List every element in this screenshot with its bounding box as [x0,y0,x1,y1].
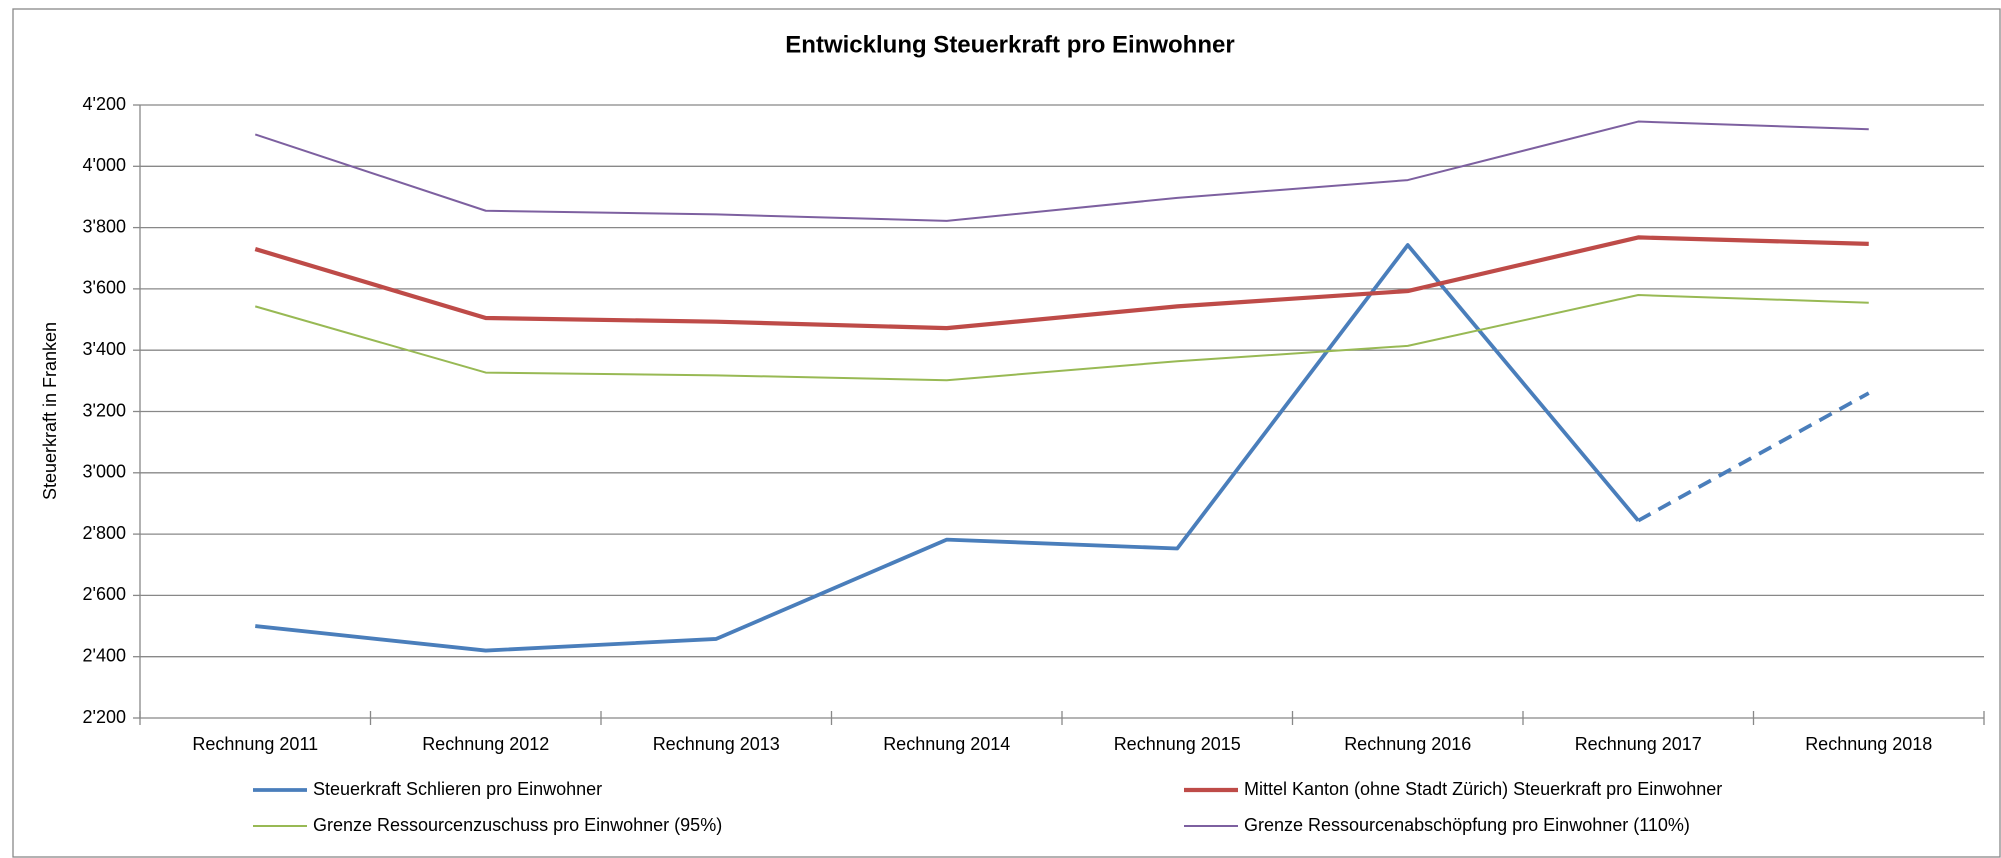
y-tick-label: 2'600 [83,584,126,604]
x-tick-label: Rechnung 2016 [1344,734,1471,754]
y-tick-label: 3'800 [83,216,126,236]
y-tick-label: 3'400 [83,339,126,359]
y-tick-label: 2'200 [83,707,126,727]
x-tick-label: Rechnung 2017 [1575,734,1702,754]
y-tick-label: 4'200 [83,94,126,114]
series-line [254,120,1869,222]
chart-title: Entwicklung Steuerkraft pro Einwohner [785,31,1234,58]
y-axis-label: Steuerkraft in Franken [40,322,60,500]
y-tick-label: 3'200 [83,400,126,420]
y-tick-label: 3'000 [83,462,126,482]
series-line-dashed [1637,391,1870,523]
y-tick-label: 4'000 [83,155,126,175]
y-tick-label: 2'800 [83,523,126,543]
y-tick-label: 2'400 [83,645,126,665]
series-line [254,294,1869,382]
series-line [254,235,1869,331]
x-tick-label: Rechnung 2015 [1114,734,1241,754]
x-tick-label: Rechnung 2013 [653,734,780,754]
legend-label: Grenze Ressourcenabschöpfung pro Einwohn… [1244,815,1690,835]
x-tick-label: Rechnung 2018 [1805,734,1932,754]
y-tick-label: 3'600 [83,278,126,298]
x-tick-label: Rechnung 2012 [422,734,549,754]
legend-label: Steuerkraft Schlieren pro Einwohner [313,779,602,799]
series-line [255,243,1640,653]
legend-label: Mittel Kanton (ohne Stadt Zürich) Steuer… [1244,779,1722,799]
x-tick-label: Rechnung 2011 [192,734,318,754]
chart-frame [12,8,2001,858]
x-tick-label: Rechnung 2014 [883,734,1010,754]
legend-label: Grenze Ressourcenzuschuss pro Einwohner … [313,815,722,835]
